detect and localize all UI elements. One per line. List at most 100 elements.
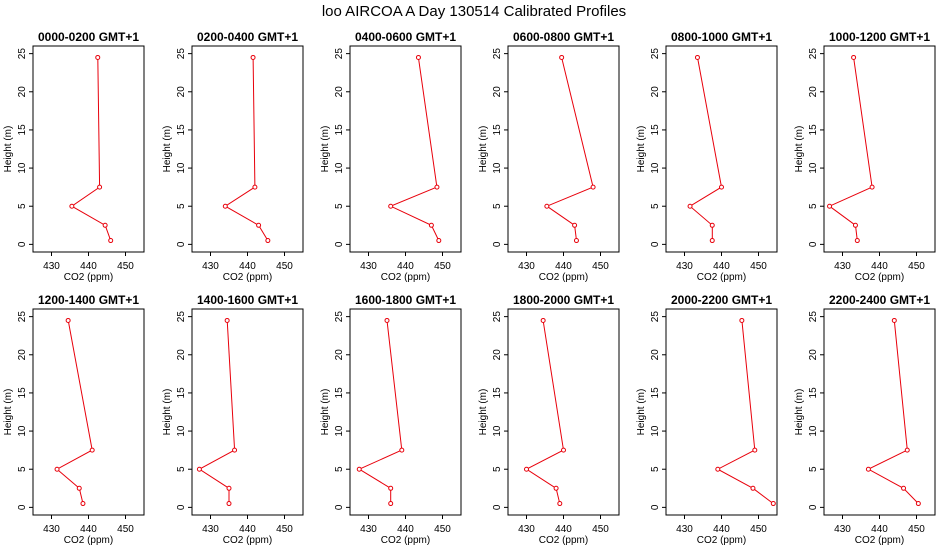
y-tick-label: 5 (492, 466, 503, 472)
profile-point (750, 485, 756, 491)
y-tick-label: 20 (17, 86, 28, 98)
y-tick-label: 25 (334, 48, 345, 60)
profile-point (265, 238, 271, 244)
x-axis-label: CO2 (ppm) (223, 272, 272, 283)
x-tick-label: 430 (676, 261, 693, 272)
y-tick-label: 0 (650, 504, 661, 510)
y-tick-label: 25 (650, 311, 661, 323)
profile-line (545, 57, 594, 241)
x-tick-label: 430 (43, 261, 60, 272)
y-tick-label: 20 (17, 349, 28, 361)
plot-frame (823, 45, 936, 253)
x-tick-label: 450 (276, 524, 293, 535)
y-tick-label: 20 (808, 349, 819, 361)
x-tick-label: 430 (518, 261, 535, 272)
profile-point (436, 238, 442, 244)
y-tick-label: 15 (334, 387, 345, 399)
profile-point (719, 184, 724, 190)
panel-6: 1200-1400 GMT+1 430 440 450 0 5 10 15 20 25 CO2 (p… (3, 293, 145, 546)
y-tick-label: 25 (650, 48, 661, 60)
plot-frame (665, 308, 778, 516)
y-tick-label: 10 (492, 425, 503, 437)
y-tick-label: 0 (808, 241, 819, 247)
x-axis-label: CO2 (ppm) (539, 272, 588, 283)
profile-line (689, 57, 723, 241)
profile-point (590, 184, 596, 190)
x-tick-label: 450 (117, 261, 134, 272)
x-axis-label: CO2 (ppm) (381, 272, 430, 283)
profile-point (89, 447, 95, 453)
y-tick-label: 15 (492, 387, 503, 399)
y-tick-label: 25 (334, 311, 345, 323)
x-axis-label: CO2 (ppm) (64, 272, 113, 283)
profile-point (865, 466, 871, 472)
y-tick-label: 20 (492, 349, 503, 361)
y-tick-label: 10 (808, 425, 819, 437)
x-tick-label: 440 (555, 261, 572, 272)
y-tick-label: 15 (650, 387, 661, 399)
figure-title: loo AIRCOA A Day 130514 Calibrated Profi… (322, 3, 626, 20)
y-tick-label: 20 (334, 86, 345, 98)
profile-point (250, 54, 256, 60)
y-tick-label: 5 (17, 466, 28, 472)
y-tick-label: 25 (176, 311, 187, 323)
profile-point (222, 203, 228, 209)
plot-frame (507, 45, 620, 253)
y-tick-label: 10 (650, 162, 661, 174)
profile-point (428, 222, 434, 228)
profile-point (540, 317, 546, 323)
profile-point (226, 485, 232, 491)
profile-point (415, 54, 421, 60)
profile-point (80, 501, 86, 507)
y-tick-label: 25 (808, 311, 819, 323)
profile-line (224, 57, 269, 241)
y-tick-label: 5 (17, 203, 28, 209)
profile-point (559, 54, 565, 60)
y-axis-label: Height (m) (478, 389, 489, 436)
y-tick-label: 10 (17, 425, 28, 437)
y-axis-label: Height (m) (636, 126, 647, 173)
profile-line (389, 57, 440, 241)
y-tick-label: 5 (334, 203, 345, 209)
panel-title: 1400-1600 GMT+1 (197, 293, 298, 307)
plot-frame (349, 308, 462, 516)
y-tick-label: 0 (492, 504, 503, 510)
y-axis-label: Height (m) (794, 126, 805, 173)
profile-point (557, 501, 563, 507)
x-tick-label: 430 (202, 524, 219, 535)
y-tick-label: 15 (808, 124, 819, 136)
x-tick-label: 430 (360, 524, 377, 535)
panel-title: 0200-0400 GMT+1 (197, 30, 298, 44)
y-tick-label: 25 (17, 48, 28, 60)
profile-point (399, 447, 405, 453)
profile-point (226, 501, 232, 507)
y-axis-label: Height (m) (162, 126, 173, 173)
y-tick-label: 0 (334, 241, 345, 247)
y-tick-label: 0 (492, 241, 503, 247)
x-tick-label: 440 (871, 524, 888, 535)
profile-point (715, 466, 721, 472)
y-tick-label: 10 (808, 162, 819, 174)
x-tick-label: 430 (676, 524, 693, 535)
y-tick-label: 25 (17, 311, 28, 323)
x-tick-label: 430 (43, 524, 60, 535)
plot-frame (823, 308, 936, 516)
x-tick-label: 440 (80, 261, 97, 272)
y-tick-label: 15 (17, 124, 28, 136)
profile-point (854, 238, 860, 244)
profile-line (198, 320, 236, 504)
x-axis-label: CO2 (ppm) (855, 535, 904, 546)
x-tick-label: 440 (239, 261, 256, 272)
x-axis-label: CO2 (ppm) (697, 535, 746, 546)
y-tick-label: 15 (176, 387, 187, 399)
panel-title: 1000-1200 GMT+1 (829, 30, 930, 44)
profile-point (252, 184, 258, 190)
plot-frame (191, 308, 304, 516)
x-tick-label: 430 (834, 524, 851, 535)
profile-point (561, 447, 566, 453)
panel-1: 0200-0400 GMT+1 430 440 450 0 5 10 15 20 25 CO2 (p… (162, 30, 304, 283)
profile-point (553, 485, 559, 491)
profile-point (196, 466, 202, 472)
profile-point (232, 447, 238, 453)
y-tick-label: 15 (492, 124, 503, 136)
